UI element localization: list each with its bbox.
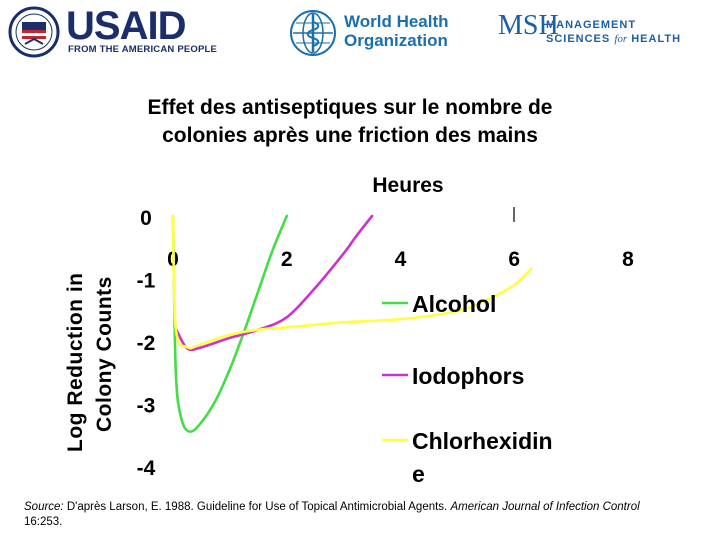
chart-title-line1: Effet des antiseptiques sur le nombre de [147, 96, 553, 119]
source-prefix: Source: [24, 501, 64, 513]
source-journal: American Journal of Infection Control [450, 501, 640, 513]
msh-line2-b: for [614, 33, 628, 45]
source-text: D'après Larson, E. 1988. Guideline for U… [63, 501, 451, 513]
usaid-logo-text: USAID [66, 4, 186, 48]
legend-label: Iodophors [412, 363, 524, 389]
y-tick-label: -3 [137, 395, 156, 418]
y-tick-label: -1 [137, 270, 156, 293]
logo-bar: USAID FROM THE AMERICAN PEOPLE World Hea… [0, 0, 720, 66]
who-line1: World Health [344, 12, 449, 31]
y-axis-label-line1: Log Reduction in [64, 273, 87, 452]
y-axis-label: Log Reduction in Colony Counts [64, 273, 116, 452]
usaid-seal-icon [8, 6, 60, 58]
legend-label: Alcohol [412, 291, 496, 317]
msh-line2: SCIENCES for HEALTH [546, 32, 681, 46]
chart-title-line2: colonies après une friction des mains [162, 124, 538, 147]
msh-line2-c: HEALTH [631, 33, 682, 45]
source-note: Source: D'après Larson, E. 1988. Guideli… [24, 500, 664, 530]
series-line-iodophors [174, 214, 374, 352]
msh-line2-a: SCIENCES [546, 33, 611, 45]
msh-line1: MANAGEMENT [546, 19, 637, 31]
x-tick-label: 2 [281, 248, 293, 271]
y-tick-labels: 0 -1 -2 -3 -4 [137, 207, 156, 480]
who-emblem-icon [290, 10, 336, 56]
series-lines [171, 214, 533, 433]
usaid-tagline: FROM THE AMERICAN PEOPLE [68, 44, 218, 55]
x-tick-label: 6 [508, 248, 520, 271]
y-tick-label: -2 [137, 332, 156, 355]
x-tick-label: 8 [622, 248, 634, 271]
y-tick-label: -4 [137, 457, 156, 480]
y-tick-label: 0 [140, 207, 152, 230]
legend-label: Chlorhexidin [412, 428, 553, 454]
legend: Alcohol Iodophors Chlorhexidin e [382, 291, 553, 487]
x-tick-label: 4 [395, 248, 407, 271]
x-axis-label: Heures [372, 174, 443, 197]
msh-mark: MSH [498, 10, 559, 41]
series-line-chlorhexidine [171, 214, 533, 350]
who-line2: Organization [344, 31, 448, 50]
y-axis-label-line2: Colony Counts [93, 276, 116, 432]
legend-label: e [412, 461, 425, 487]
chart-title: Effet des antiseptiques sur le nombre de… [60, 94, 640, 150]
source-suffix: 16:253. [24, 516, 63, 528]
who-logo-text: World Health Organization [344, 12, 449, 50]
series-line-alcohol [171, 214, 289, 433]
msh-logo-text: MANAGEMENT SCIENCES for HEALTH [546, 18, 681, 46]
